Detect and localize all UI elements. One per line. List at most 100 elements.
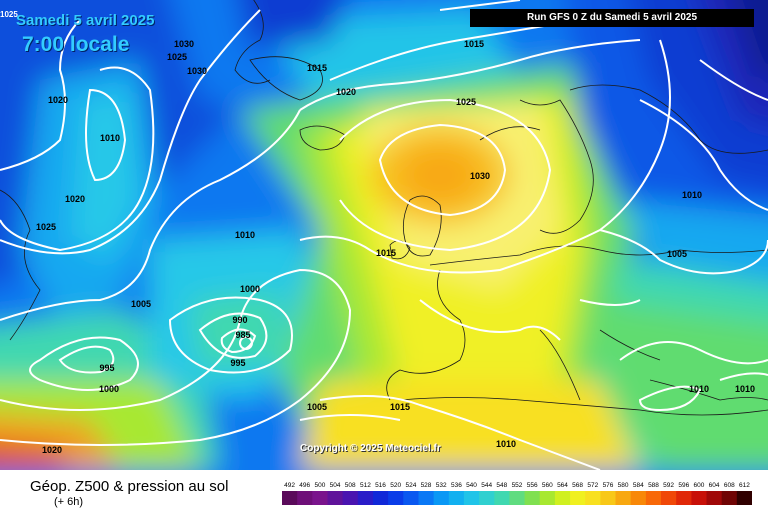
isobar-label: 1020	[42, 445, 62, 455]
legend-tick-label: 552	[512, 482, 523, 489]
legend-swatch	[524, 491, 541, 505]
forecast-offset: (+ 6h)	[54, 496, 84, 508]
legend-swatch	[312, 491, 328, 505]
run-info-banner: Run GFS 0 Z du Samedi 5 avril 2025	[470, 9, 754, 27]
legend-tick-label: 540	[466, 482, 477, 489]
legend-tick-label: 560	[542, 482, 553, 489]
isobar-label: 995	[99, 363, 114, 373]
legend-swatch	[418, 491, 435, 505]
legend-tick-label: 516	[375, 482, 386, 489]
legend-tick-label: 568	[572, 482, 583, 489]
legend-swatch	[327, 491, 344, 505]
legend-swatch	[721, 491, 738, 505]
isobar-label: 990	[232, 315, 247, 325]
map-title: Géop. Z500 & pression au sol	[30, 478, 229, 495]
forecast-time: 7:00 locale	[22, 33, 130, 56]
legend-tick-label: 512	[360, 482, 371, 489]
legend-tick-label: 508	[345, 482, 356, 489]
legend-swatch	[676, 491, 692, 505]
isobar-label: 1030	[187, 66, 207, 76]
color-scale-legend: 492 496 500 504 508 512 516 520 524 528 532 536 540 5…	[282, 482, 752, 505]
legend-tick-label: 556	[527, 482, 538, 489]
legend-swatch	[630, 491, 647, 505]
legend-tick-label: 492	[284, 482, 295, 489]
legend-tick-label: 532	[436, 482, 447, 489]
isobar-label: 1015	[390, 402, 410, 412]
isobar-label: 1005	[667, 249, 687, 259]
legend-swatch	[570, 491, 586, 505]
legend-tick-label: 608	[724, 482, 735, 489]
isobar-label: 1010	[682, 190, 702, 200]
weather-map: 1030 1025 1030 1015 1015 1020 1025 1020 …	[0, 0, 768, 470]
isobar-label: 1030	[174, 39, 194, 49]
legend-swatch	[357, 491, 374, 505]
legend-swatch	[585, 491, 601, 505]
legend-tick-label: 600	[693, 482, 704, 489]
corner-isobar-label: 1025	[0, 10, 18, 19]
legend-tick-label: 520	[390, 482, 401, 489]
legend-tick-label: 612	[739, 482, 750, 489]
legend-swatch	[615, 491, 632, 505]
legend-swatch	[600, 491, 617, 505]
legend-tick-label: 548	[496, 482, 507, 489]
copyright-notice: Copyright © 2025 Meteociel.fr	[300, 443, 441, 454]
isobar-label: 1015	[464, 39, 484, 49]
isobar-label: 1010	[235, 230, 255, 240]
isobar-label: 1025	[36, 222, 56, 232]
isobar-label: 1010	[735, 384, 755, 394]
legend-swatch	[282, 491, 298, 505]
isobar-label: 1025	[456, 97, 476, 107]
isobar-label: 1015	[307, 63, 327, 73]
legend-swatch	[479, 491, 495, 505]
isobar-label: 1010	[496, 439, 516, 449]
legend-tick-label: 564	[557, 482, 568, 489]
legend-swatch	[539, 491, 556, 505]
isobar-label: 1000	[240, 284, 260, 294]
isobar-label: 1020	[336, 87, 356, 97]
legend-tick-label: 596	[678, 482, 689, 489]
legend-swatch	[554, 491, 571, 505]
isobar-label: 1005	[131, 299, 151, 309]
legend-tick-label: 496	[299, 482, 310, 489]
isobar-label: 1025	[167, 52, 187, 62]
isobar-label: 995	[230, 358, 245, 368]
legend-tick-label: 504	[330, 482, 341, 489]
legend-tick-label: 524	[405, 482, 416, 489]
legend-tick-label: 580	[618, 482, 629, 489]
legend-swatch	[342, 491, 359, 505]
legend-swatch	[373, 491, 389, 505]
legend-swatch	[736, 491, 752, 505]
legend-tick-label: 592	[663, 482, 674, 489]
isobar-label: 1000	[99, 384, 119, 394]
legend-swatch	[661, 491, 677, 505]
isobar-label: 1020	[65, 194, 85, 204]
geopotential-field	[0, 0, 768, 470]
coastlines	[0, 0, 768, 416]
legend-swatch	[509, 491, 526, 505]
legend-swatch	[388, 491, 404, 505]
legend-tick-label: 500	[314, 482, 325, 489]
legend-tick-label: 588	[648, 482, 659, 489]
legend-swatch	[463, 491, 480, 505]
legend-tick-label: 544	[481, 482, 492, 489]
legend-swatch	[403, 491, 419, 505]
legend-swatch	[433, 491, 450, 505]
legend-swatch	[706, 491, 723, 505]
legend-tick-label: 576	[603, 482, 614, 489]
legend-tick-label: 584	[633, 482, 644, 489]
legend-tick-label: 528	[421, 482, 432, 489]
isobar-label: 1010	[689, 384, 709, 394]
isobar-label: 1030	[470, 171, 490, 181]
isobar-labels: 1030 1025 1030 1015 1015 1020 1025 1020 …	[36, 39, 755, 455]
legend-tick-label: 604	[709, 482, 720, 489]
legend-swatch	[297, 491, 313, 505]
legend-swatch	[448, 491, 465, 505]
isobar-label: 1005	[307, 402, 327, 412]
legend-swatch	[645, 491, 662, 505]
isobar-label: 1020	[48, 95, 68, 105]
legend-swatch	[691, 491, 708, 505]
forecast-date: Samedi 5 avril 2025	[16, 12, 155, 29]
legend-tick-label: 572	[587, 482, 598, 489]
isobar-label: 985	[235, 330, 250, 340]
legend-tick-label: 536	[451, 482, 462, 489]
